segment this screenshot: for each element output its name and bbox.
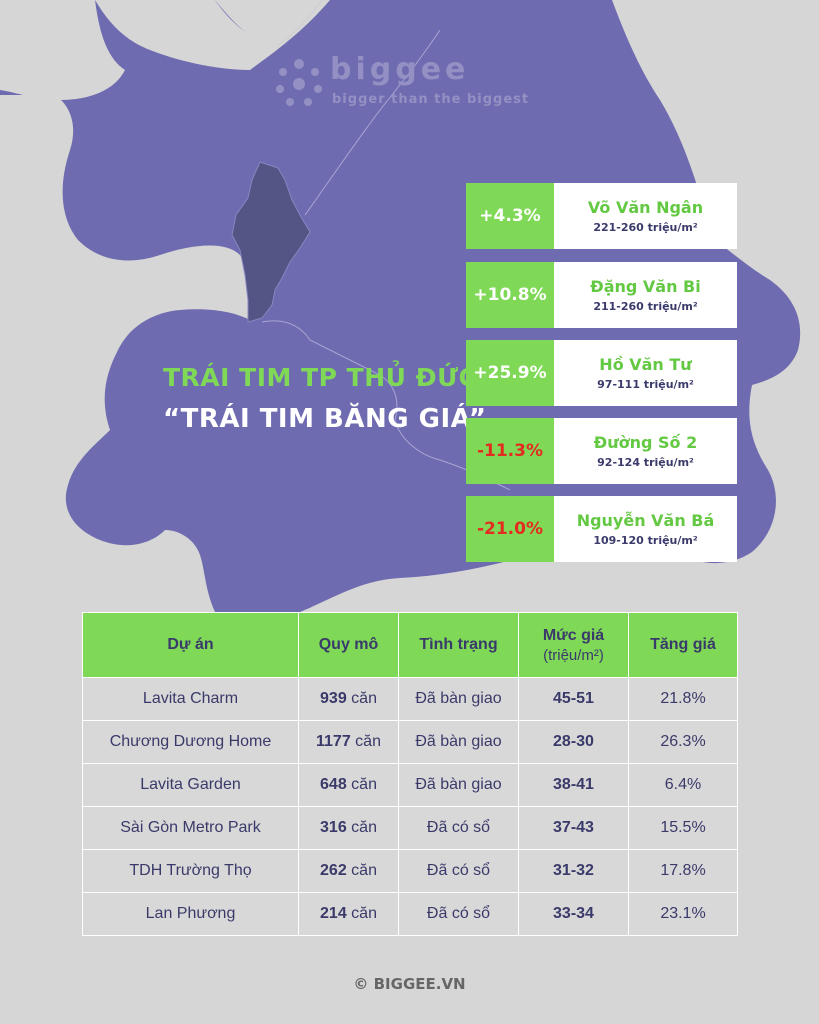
street-info: Nguyễn Văn Bá 109-120 triệu/m² [554, 496, 737, 562]
brand-logo: biggee bigger than the biggest [274, 52, 528, 113]
street-change: -21.0% [466, 496, 554, 562]
street-card: +4.3% Võ Văn Ngân 221-260 triệu/m² [466, 183, 737, 249]
cell-unit-label: căn [346, 690, 377, 707]
street-info: Hồ Văn Tư 97-111 triệu/m² [554, 340, 737, 406]
cell-growth: 17.8% [628, 849, 738, 893]
street-info: Đặng Văn Bi 211-260 triệu/m² [554, 262, 737, 328]
street-price: 109-120 triệu/m² [593, 534, 698, 547]
headline-line-1: TRÁI TIM TP THỦ ĐỨC: [163, 363, 488, 392]
cell-scale: 648 căn [298, 763, 399, 807]
table-row: TDH Trường Thọ 262 căn Đã có sổ 31-32 17… [82, 849, 738, 893]
street-card: +10.8% Đặng Văn Bi 211-260 triệu/m² [466, 262, 737, 328]
street-info: Võ Văn Ngân 221-260 triệu/m² [554, 183, 737, 249]
cell-price: 45-51 [518, 677, 629, 721]
street-card: -11.3% Đường Số 2 92-124 triệu/m² [466, 418, 737, 484]
map-hole-left [0, 0, 125, 100]
cell-project: Lan Phương [82, 892, 299, 936]
cell-scale: 1177 căn [298, 720, 399, 764]
cell-unit-label: căn [346, 905, 377, 922]
table-row: Lavita Charm 939 căn Đã bàn giao 45-51 2… [82, 677, 738, 721]
cell-status: Đã có sổ [398, 806, 519, 850]
cell-units: 214 [320, 905, 347, 922]
cell-status: Đã bàn giao [398, 763, 519, 807]
cell-growth: 6.4% [628, 763, 738, 807]
col-header-scale: Quy mô [298, 612, 399, 678]
col-header-growth: Tăng giá [628, 612, 738, 678]
cell-growth: 21.8% [628, 677, 738, 721]
street-price: 221-260 triệu/m² [593, 221, 698, 234]
cell-scale: 262 căn [298, 849, 399, 893]
col-header-project: Dự án [82, 612, 299, 678]
map-hole-top [95, 0, 330, 70]
cell-units: 648 [320, 776, 347, 793]
street-change: +10.8% [466, 262, 554, 328]
street-name: Đường Số 2 [593, 433, 698, 452]
footer-credit: © BIGGEE.VN [353, 975, 466, 993]
street-name: Đặng Văn Bi [590, 277, 701, 296]
cell-status: Đã có sổ [398, 849, 519, 893]
cell-units: 262 [320, 862, 347, 879]
street-change: -11.3% [466, 418, 554, 484]
cell-unit-label: căn [350, 733, 381, 750]
table-header-row: Dự án Quy mô Tình trạng Mức giá (triệu/m… [82, 612, 738, 678]
cell-status: Đã có sổ [398, 892, 519, 936]
cell-status: Đã bàn giao [398, 720, 519, 764]
price-header-label: Mức giá [542, 626, 605, 644]
street-name: Võ Văn Ngân [587, 198, 704, 217]
cell-growth: 23.1% [628, 892, 738, 936]
cell-unit-label: căn [346, 776, 377, 793]
street-change: +25.9% [466, 340, 554, 406]
col-header-price: Mức giá (triệu/m²) [518, 612, 629, 678]
cell-unit-label: căn [346, 862, 377, 879]
cell-project: Sài Gòn Metro Park [82, 806, 299, 850]
street-name: Hồ Văn Tư [599, 355, 692, 374]
cell-price: 33-34 [518, 892, 629, 936]
cell-project: Lavita Garden [82, 763, 299, 807]
street-card: +25.9% Hồ Văn Tư 97-111 triệu/m² [466, 340, 737, 406]
price-header-unit: (triệu/m²) [543, 646, 604, 664]
street-change: +4.3% [466, 183, 554, 249]
headline-line-2: “TRÁI TIM BĂNG GIÁ” [163, 404, 487, 434]
street-info: Đường Số 2 92-124 triệu/m² [554, 418, 737, 484]
project-table: Dự án Quy mô Tình trạng Mức giá (triệu/m… [82, 612, 738, 936]
street-card: -21.0% Nguyễn Văn Bá 109-120 triệu/m² [466, 496, 737, 562]
table-row: Sài Gòn Metro Park 316 căn Đã có sổ 37-4… [82, 806, 738, 850]
cell-units: 939 [320, 690, 347, 707]
cell-unit-label: căn [346, 819, 377, 836]
cell-growth: 15.5% [628, 806, 738, 850]
cell-units: 316 [320, 819, 347, 836]
cell-price: 31-32 [518, 849, 629, 893]
col-header-status: Tình trạng [398, 612, 519, 678]
boundary-line-1 [304, 29, 441, 216]
brand-name: biggee [330, 52, 470, 87]
cell-scale: 316 căn [298, 806, 399, 850]
street-price: 97-111 triệu/m² [597, 378, 694, 391]
biggee-logo-icon [276, 59, 322, 106]
cell-price: 38-41 [518, 763, 629, 807]
highlight-district [231, 161, 311, 323]
cell-scale: 939 căn [298, 677, 399, 721]
cell-scale: 214 căn [298, 892, 399, 936]
cell-units: 1177 [316, 733, 351, 750]
table-row: Lan Phương 214 căn Đã có sổ 33-34 23.1% [82, 892, 738, 936]
cell-project: Chương Dương Home [82, 720, 299, 764]
cell-price: 37-43 [518, 806, 629, 850]
cell-project: TDH Trường Thọ [82, 849, 299, 893]
headline: TRÁI TIM TP THỦ ĐỨC: “TRÁI TIM BĂNG GIÁ” [163, 363, 488, 434]
cell-price: 28-30 [518, 720, 629, 764]
cell-project: Lavita Charm [82, 677, 299, 721]
brand-tagline: bigger than the biggest [332, 92, 530, 107]
street-name: Nguyễn Văn Bá [576, 511, 715, 530]
table-row: Lavita Garden 648 căn Đã bàn giao 38-41 … [82, 763, 738, 807]
cell-growth: 26.3% [628, 720, 738, 764]
cell-status: Đã bàn giao [398, 677, 519, 721]
street-price: 92-124 triệu/m² [597, 456, 694, 469]
street-price: 211-260 triệu/m² [593, 300, 698, 313]
boundary-line-2 [261, 320, 511, 491]
table-row: Chương Dương Home 1177 căn Đã bàn giao 2… [82, 720, 738, 764]
